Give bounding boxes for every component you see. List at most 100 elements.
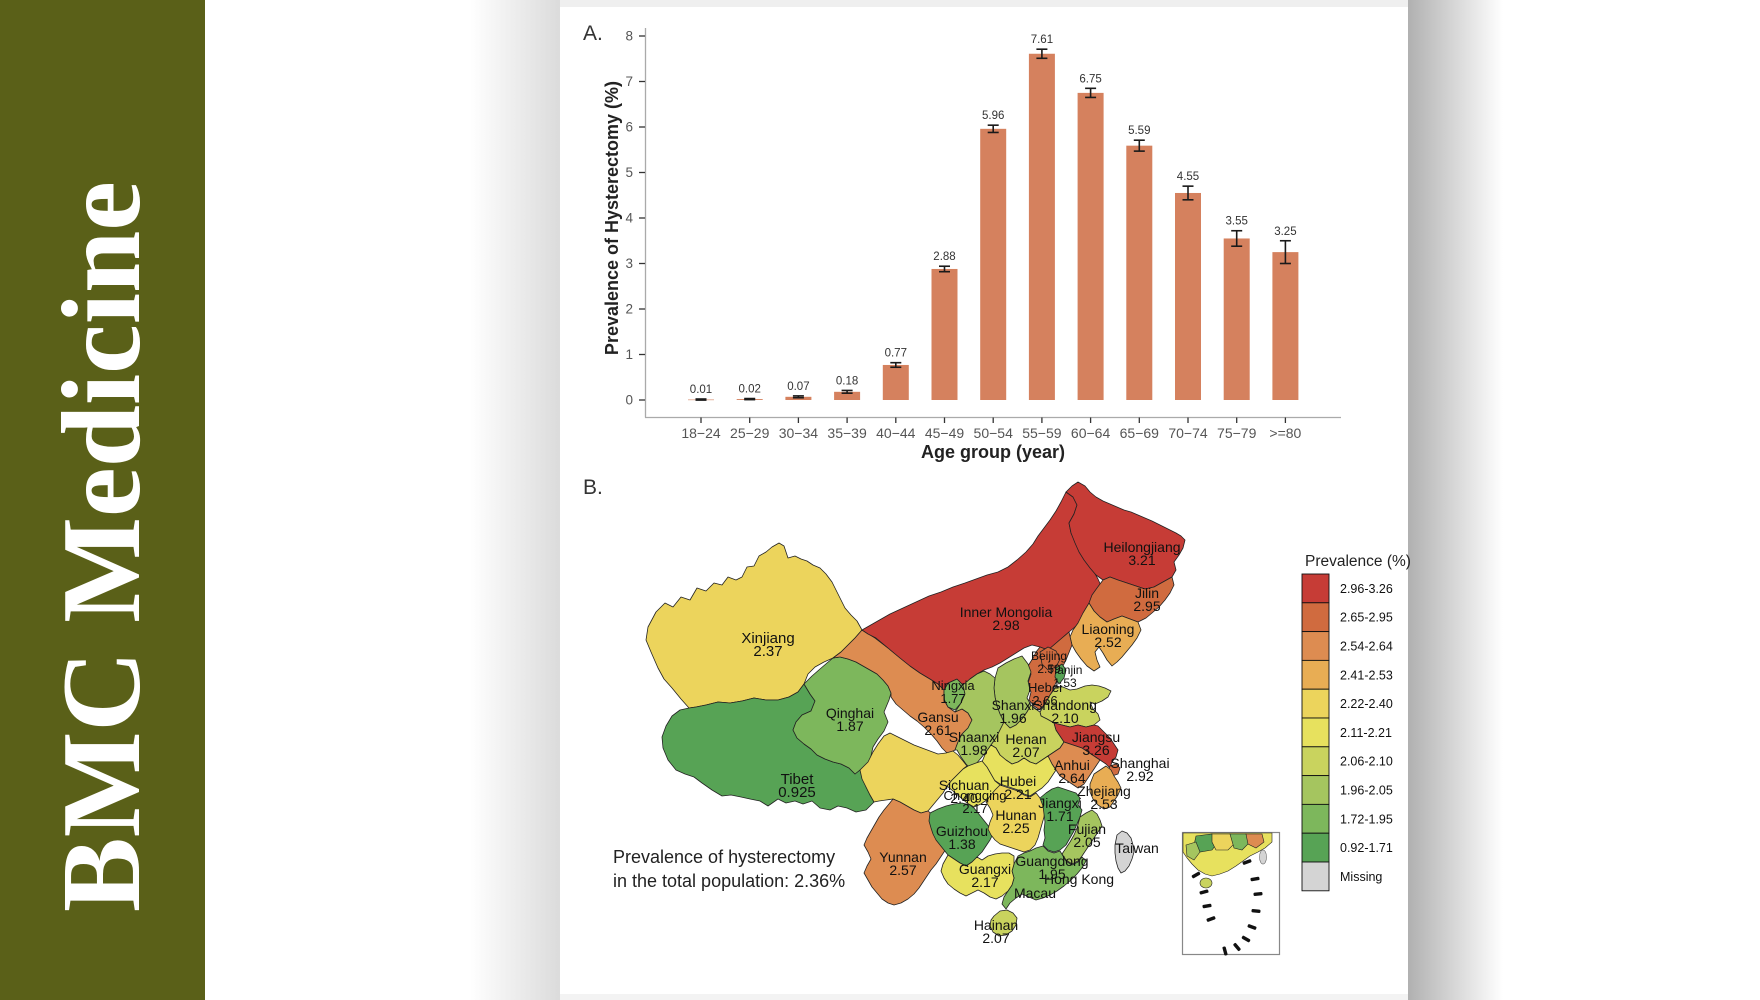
svg-text:0.925: 0.925 (778, 784, 816, 801)
svg-text:8: 8 (625, 29, 633, 44)
svg-text:2.11-2.21: 2.11-2.21 (1340, 726, 1392, 740)
svg-text:Prevalence (%): Prevalence (%) (1305, 553, 1411, 570)
svg-text:Shanghai: Shanghai (1110, 755, 1169, 771)
svg-text:4.55: 4.55 (1177, 171, 1199, 183)
svg-text:Jiangxi: Jiangxi (1038, 795, 1082, 811)
svg-text:30−34: 30−34 (779, 425, 819, 441)
svg-text:3.25: 3.25 (1274, 226, 1296, 238)
svg-text:B.: B. (583, 476, 603, 499)
svg-text:55−59: 55−59 (1022, 425, 1062, 441)
svg-text:Ningxia: Ningxia (931, 678, 975, 693)
svg-text:Guangdong: Guangdong (1015, 853, 1088, 869)
svg-text:0.92-1.71: 0.92-1.71 (1340, 841, 1393, 855)
svg-text:2.22-2.40: 2.22-2.40 (1340, 697, 1393, 711)
svg-text:1.87: 1.87 (836, 718, 863, 734)
svg-text:Guizhou: Guizhou (936, 823, 988, 839)
svg-text:1.95: 1.95 (1038, 866, 1065, 882)
svg-text:2.37: 2.37 (753, 643, 782, 660)
svg-text:2.57: 2.57 (889, 862, 916, 878)
svg-text:Sichuan: Sichuan (939, 777, 990, 793)
svg-text:2.54-2.64: 2.54-2.64 (1340, 640, 1393, 654)
svg-text:Age group (year): Age group (year) (921, 442, 1065, 462)
svg-text:0.01: 0.01 (690, 384, 712, 396)
svg-text:Hunan: Hunan (995, 807, 1036, 823)
svg-text:35−39: 35−39 (827, 425, 867, 441)
svg-text:Shandong: Shandong (1033, 697, 1097, 713)
svg-text:2.98: 2.98 (992, 617, 1019, 633)
svg-text:5.59: 5.59 (1128, 125, 1150, 137)
svg-text:45−49: 45−49 (925, 425, 965, 441)
svg-text:Anhui: Anhui (1054, 757, 1090, 773)
svg-text:Jilin: Jilin (1135, 585, 1159, 601)
svg-text:Gansu: Gansu (917, 709, 958, 725)
svg-text:6.75: 6.75 (1079, 73, 1101, 85)
svg-text:1.38: 1.38 (948, 836, 975, 852)
svg-text:1.96-2.05: 1.96-2.05 (1340, 784, 1393, 798)
svg-text:Missing: Missing (1340, 870, 1382, 884)
svg-text:Inner Mongolia: Inner Mongolia (960, 604, 1053, 620)
svg-text:2.53: 2.53 (1090, 796, 1117, 812)
svg-text:2.92: 2.92 (1126, 768, 1153, 784)
svg-text:Taiwan: Taiwan (1115, 840, 1159, 856)
svg-text:2.61: 2.61 (924, 722, 951, 738)
svg-text:1.96: 1.96 (999, 710, 1026, 726)
svg-text:2.21: 2.21 (1004, 786, 1031, 802)
svg-text:Tianjin: Tianjin (1048, 663, 1083, 677)
svg-text:2.06-2.10: 2.06-2.10 (1340, 755, 1393, 769)
svg-text:1.98: 1.98 (960, 742, 987, 758)
svg-text:Jiangsu: Jiangsu (1072, 729, 1120, 745)
svg-text:6: 6 (625, 120, 633, 135)
svg-text:3.21: 3.21 (1128, 552, 1155, 568)
svg-text:Fujian: Fujian (1068, 821, 1106, 837)
svg-text:2.07: 2.07 (1012, 744, 1039, 760)
svg-text:3.55: 3.55 (1226, 216, 1248, 228)
svg-text:25−29: 25−29 (730, 425, 770, 441)
svg-text:60−64: 60−64 (1071, 425, 1111, 441)
svg-text:2.41-2.53: 2.41-2.53 (1340, 668, 1393, 682)
svg-text:2.96-3.26: 2.96-3.26 (1340, 582, 1393, 596)
svg-text:1.77: 1.77 (940, 691, 965, 706)
svg-text:2.05: 2.05 (1073, 834, 1100, 850)
svg-text:>=80: >=80 (1269, 425, 1301, 441)
svg-text:0.02: 0.02 (739, 384, 761, 396)
svg-text:40−44: 40−44 (876, 425, 916, 441)
svg-text:2.66: 2.66 (1032, 693, 1057, 708)
svg-text:7.61: 7.61 (1031, 34, 1053, 46)
svg-text:Heilongjiang: Heilongjiang (1103, 539, 1180, 555)
svg-text:Guangxi: Guangxi (959, 861, 1011, 877)
svg-text:5: 5 (625, 165, 633, 180)
svg-text:0.07: 0.07 (787, 381, 809, 393)
svg-text:2: 2 (625, 302, 633, 317)
svg-text:18−24: 18−24 (681, 425, 721, 441)
svg-text:0: 0 (625, 393, 633, 408)
svg-text:65−69: 65−69 (1120, 425, 1160, 441)
svg-text:Hong Kong: Hong Kong (1044, 871, 1114, 887)
svg-text:2.17: 2.17 (971, 874, 998, 890)
svg-text:0.77: 0.77 (885, 348, 907, 360)
svg-text:Zhejiang: Zhejiang (1077, 783, 1131, 799)
svg-text:Chongqing: Chongqing (944, 788, 1007, 803)
svg-text:2.95: 2.95 (1133, 598, 1160, 614)
svg-text:2.52: 2.52 (1094, 634, 1121, 650)
svg-text:2.07: 2.07 (982, 930, 1009, 946)
svg-text:1.71: 1.71 (1046, 808, 1073, 824)
svg-text:Shanxi: Shanxi (992, 697, 1035, 713)
svg-text:Shaanxi: Shaanxi (949, 729, 1000, 745)
svg-text:3: 3 (625, 256, 633, 271)
svg-text:0.18: 0.18 (836, 375, 858, 387)
svg-text:2.10: 2.10 (1051, 710, 1078, 726)
svg-text:Hubei: Hubei (1000, 773, 1037, 789)
svg-text:1.53: 1.53 (1053, 676, 1077, 690)
svg-text:Qinghai: Qinghai (826, 705, 874, 721)
svg-text:Liaoning: Liaoning (1082, 621, 1135, 637)
svg-text:2.65-2.95: 2.65-2.95 (1340, 611, 1393, 625)
svg-text:50−54: 50−54 (974, 425, 1014, 441)
svg-text:Beijing: Beijing (1031, 649, 1067, 663)
svg-text:2.88: 2.88 (933, 251, 955, 263)
svg-text:2.64: 2.64 (1058, 770, 1085, 786)
svg-text:5.96: 5.96 (982, 110, 1004, 122)
svg-text:Yunnan: Yunnan (879, 849, 927, 865)
svg-text:Xinjiang: Xinjiang (741, 630, 794, 647)
svg-text:Hainan: Hainan (974, 917, 1018, 933)
svg-text:2.17: 2.17 (962, 801, 987, 816)
